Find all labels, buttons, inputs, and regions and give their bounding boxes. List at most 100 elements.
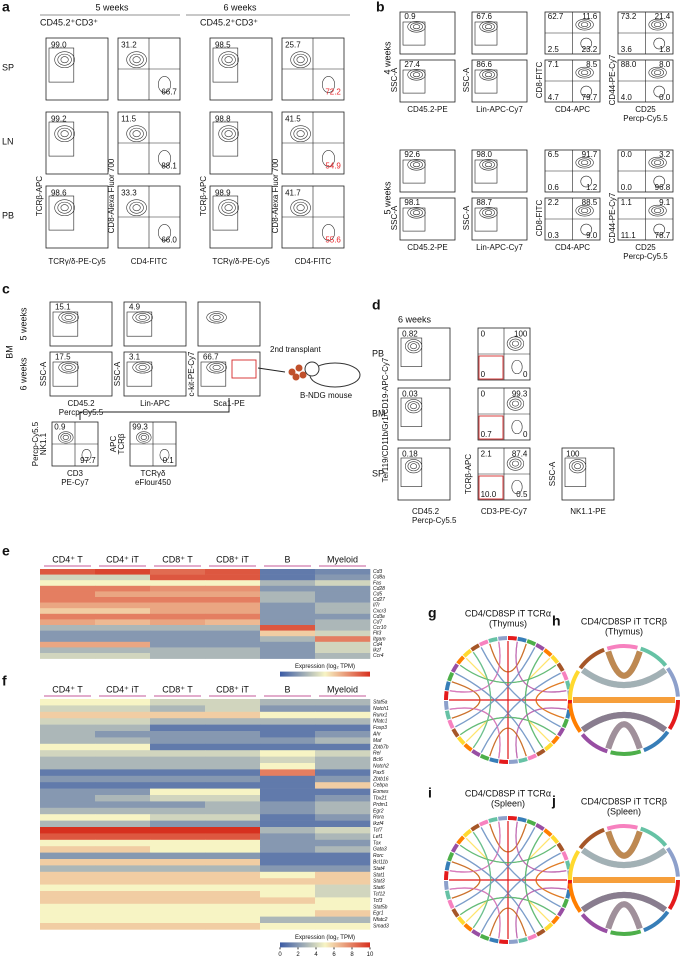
chord-arc xyxy=(508,939,519,944)
contour xyxy=(407,68,426,81)
contour xyxy=(209,363,224,372)
chord-ribbon xyxy=(580,711,668,733)
gene-label: Stat5a xyxy=(373,700,388,706)
contour xyxy=(578,206,591,215)
gene-label: Prdm1 xyxy=(373,802,388,808)
chord-arc xyxy=(557,727,566,737)
chord-arc xyxy=(447,671,455,682)
chord-ribbon xyxy=(451,681,481,719)
chord-ribbon xyxy=(524,651,544,749)
gene-label: Stat5b xyxy=(373,904,388,910)
heatmap-cell xyxy=(95,891,151,898)
heatmap-cell xyxy=(40,801,96,809)
gate-header: CD45.2⁺CD3⁺ xyxy=(40,17,98,27)
heatmap-cell xyxy=(205,625,261,631)
chord-ribbon xyxy=(535,861,565,899)
chord-arc xyxy=(518,937,528,944)
flow-plot xyxy=(399,149,456,193)
chord-ribbon xyxy=(515,641,567,693)
contour xyxy=(296,204,305,212)
heatmap-cell xyxy=(205,923,261,930)
heatmap-cell xyxy=(40,897,96,905)
gate-percentage: 55.6 xyxy=(325,236,341,245)
contour xyxy=(126,125,147,143)
contour xyxy=(410,343,418,350)
chord-ribbon xyxy=(455,852,536,933)
heatmap-cell xyxy=(205,724,261,732)
chord-arc xyxy=(444,710,451,720)
chord-ribbon xyxy=(489,907,527,937)
row-label: BM xyxy=(372,408,386,418)
chord-ribbon xyxy=(480,852,561,933)
contour xyxy=(54,51,75,69)
gate xyxy=(52,311,79,337)
axis-label: CD8-Alexa Fluor 700 xyxy=(107,158,116,233)
heatmap-cell xyxy=(40,711,96,719)
gate-percentage: 67.6 xyxy=(476,12,492,21)
group-header: CD8⁺ iT xyxy=(216,684,249,694)
axis-label: 4 weeks xyxy=(382,41,392,75)
chord-ribbon xyxy=(451,861,481,899)
chord-ribbon xyxy=(480,672,561,753)
heatmap-cell xyxy=(95,833,151,841)
heatmap-cell xyxy=(205,737,261,745)
gene-label: Bcl11b xyxy=(373,860,388,866)
heatmap-cell xyxy=(40,613,96,620)
heatmap-cell xyxy=(95,807,151,815)
axis-label: 5 weeks xyxy=(382,181,392,215)
heatmap-cell xyxy=(150,801,206,809)
contour xyxy=(651,158,664,167)
contour xyxy=(126,51,147,69)
heatmap-cell xyxy=(150,724,206,732)
contour xyxy=(648,66,667,79)
axis-label: TCRβ-APC xyxy=(199,176,208,216)
heatmap-cell xyxy=(315,647,371,654)
heatmap-cell xyxy=(205,641,261,648)
chord-ribbon xyxy=(480,647,561,728)
panel-label: b xyxy=(376,0,385,15)
flow-plot xyxy=(397,447,451,501)
chord-ribbon xyxy=(472,651,492,749)
chord-arc xyxy=(498,939,509,944)
axis-label: SSC-A xyxy=(39,361,48,386)
chord-ribbon xyxy=(489,823,527,853)
chord-ribbon xyxy=(451,861,481,899)
gene-label: Stat4 xyxy=(373,866,385,872)
gene-label: Cd7 xyxy=(373,620,382,626)
row-label: LN xyxy=(2,136,14,146)
gene-label: Zbtb7b xyxy=(372,744,389,750)
chord-ribbon xyxy=(449,821,501,873)
heatmap-cell xyxy=(150,569,206,575)
gate-percentage: 2.1 xyxy=(481,449,493,458)
flow-plot xyxy=(397,387,451,441)
heatmap-cell xyxy=(315,705,371,713)
heatmap-cell xyxy=(315,724,371,732)
heatmap-cell xyxy=(260,731,316,738)
gate-percentage: 31.2 xyxy=(121,41,137,50)
chord-ribbon xyxy=(605,721,643,750)
gene-label: Stat6 xyxy=(373,885,385,891)
chord-ribbon xyxy=(480,672,561,753)
contour xyxy=(511,419,523,435)
heatmap-cell xyxy=(205,630,261,637)
heatmap-cell xyxy=(205,775,261,783)
gate-percentage: 0.0 xyxy=(621,183,633,192)
gate-percentage: 98.0 xyxy=(476,150,492,159)
contour xyxy=(410,403,418,410)
contour xyxy=(293,201,308,214)
heatmap-cell xyxy=(315,871,371,879)
axis-label: CD3 xyxy=(67,469,84,478)
contour xyxy=(158,76,172,93)
gate-percentage: 0.9 xyxy=(54,422,66,431)
heatmap-cell xyxy=(40,580,96,587)
heatmap-cell xyxy=(95,903,151,911)
gene-label: Rel xyxy=(373,751,381,757)
gate-percentage: 0.7 xyxy=(481,430,493,439)
gene-label: Cd5 xyxy=(373,592,382,598)
flow-plot xyxy=(399,59,456,103)
gate-percentage: 98.6 xyxy=(51,189,67,198)
contour xyxy=(648,204,667,217)
heatmap-cell xyxy=(40,795,96,802)
axis-label: CD45.2-PE xyxy=(407,243,447,252)
gate-percentage: 9.0 xyxy=(586,231,598,240)
